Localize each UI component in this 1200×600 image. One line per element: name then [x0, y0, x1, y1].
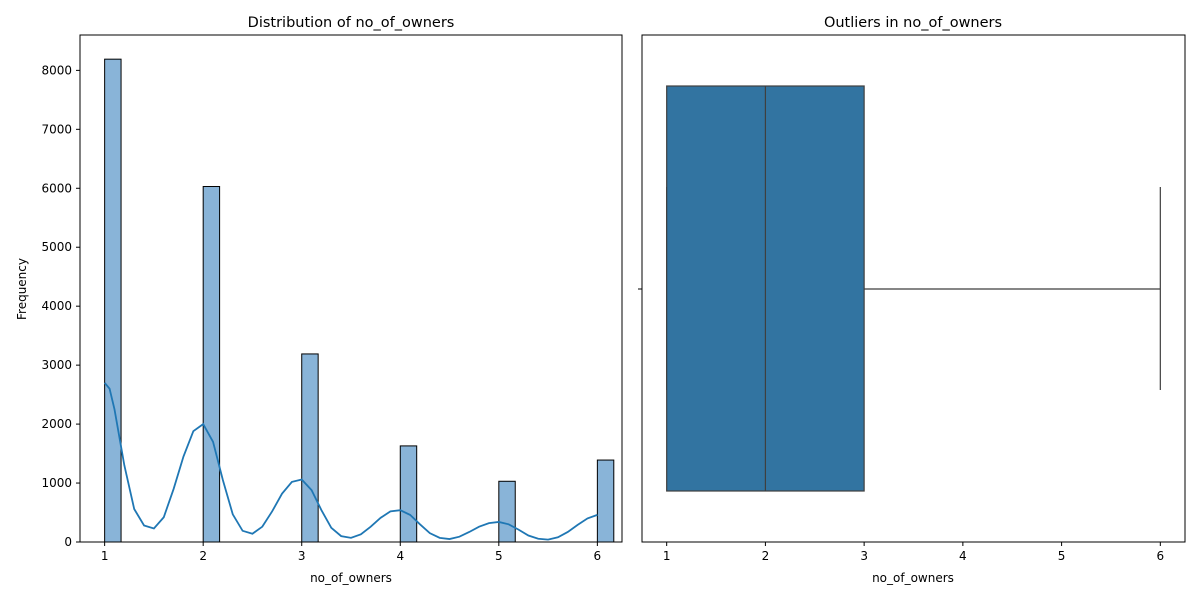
boxplot-x-tick-label: 3 — [860, 549, 868, 563]
histogram-title: Distribution of no_of_owners — [248, 15, 455, 31]
histogram-y-tick-label: 5000 — [41, 240, 72, 254]
histogram-bar — [104, 58, 122, 543]
histogram-x-tick-label: 6 — [594, 549, 602, 563]
boxplot-x-axis-label: no_of_owners — [872, 571, 954, 585]
boxplot-x-tick-label: 1 — [663, 549, 671, 563]
histogram-plot-frame — [79, 34, 623, 543]
histogram-y-tick-label: 7000 — [41, 122, 72, 136]
histogram-bar — [596, 459, 615, 543]
boxplot-title: Outliers in no_of_owners — [824, 15, 1002, 31]
histogram-x-axis-label: no_of_owners — [310, 571, 392, 585]
histogram-y-ticks: 0 1000 2000 3000 4000 5000 6000 7000 8000 — [41, 63, 80, 549]
histogram-x-tick-label: 2 — [199, 549, 207, 563]
histogram-bar — [498, 480, 516, 543]
histogram-panel: Distribution of no_of_owners 1 2 3 4 5 6 0 100… — [15, 15, 623, 585]
histogram-bar — [202, 186, 221, 543]
histogram-y-tick-label: 6000 — [41, 181, 72, 195]
boxplot-x-tick-label: 2 — [762, 549, 770, 563]
histogram-y-tick-label: 2000 — [41, 417, 72, 431]
histogram-bars — [104, 58, 615, 543]
boxplot-x-tick-label: 6 — [1156, 549, 1164, 563]
boxplot-panel: Outliers in no_of_owners 1 2 3 4 5 6 no_of_ow… — [638, 15, 1186, 585]
histogram-y-axis-label: Frequency — [15, 258, 29, 320]
histogram-y-tick-label: 8000 — [41, 63, 72, 77]
histogram-y-tick-label: 4000 — [41, 299, 72, 313]
histogram-bar — [301, 353, 319, 543]
boxplot-x-tick-label: 5 — [1058, 549, 1066, 563]
histogram-y-tick-label: 3000 — [41, 358, 72, 372]
boxplot-x-ticks: 1 2 3 4 5 6 — [663, 542, 1164, 563]
histogram-y-tick-label: 1000 — [41, 476, 72, 490]
histogram-bar — [399, 445, 418, 543]
histogram-x-tick-label: 1 — [101, 549, 109, 563]
histogram-x-ticks: 1 2 3 4 5 6 — [101, 542, 601, 563]
kde-curve — [103, 382, 598, 541]
histogram-x-tick-label: 3 — [298, 549, 306, 563]
histogram-x-tick-label: 4 — [396, 549, 404, 563]
histogram-x-tick-label: 5 — [495, 549, 503, 563]
boxplot-x-tick-label: 4 — [959, 549, 967, 563]
histogram-y-tick-label: 0 — [64, 535, 72, 549]
